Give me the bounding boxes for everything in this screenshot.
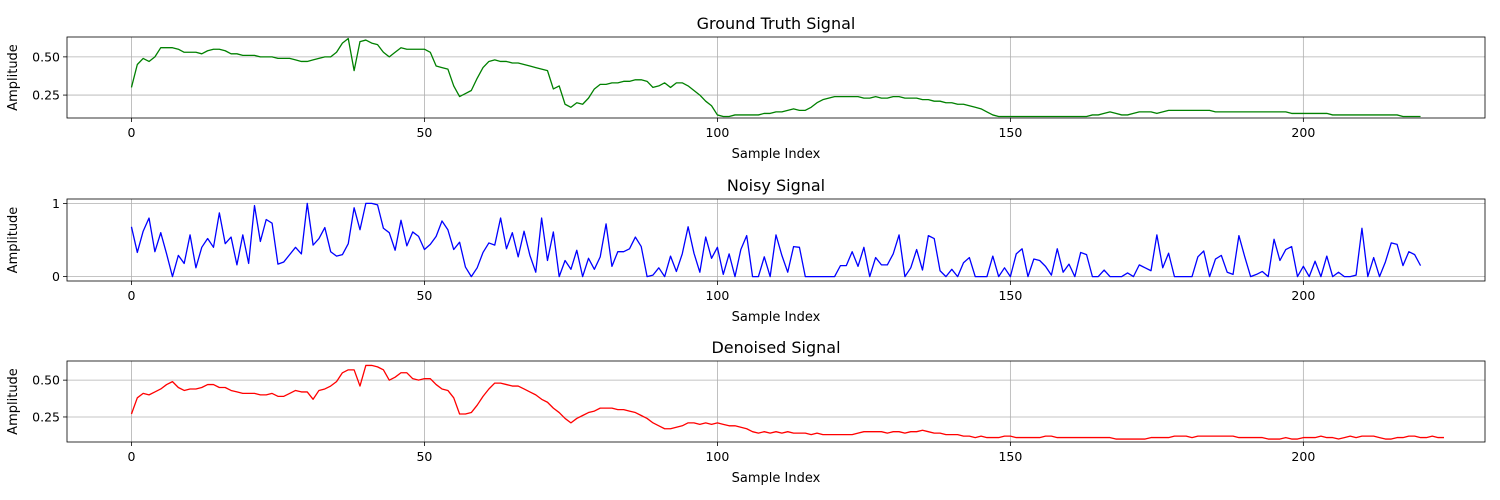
ground-truth-x-tick-label: 200 (1291, 125, 1315, 140)
ground-truth-x-tick-label: 50 (416, 125, 432, 140)
noisy-y-tick-label: 0 (52, 269, 60, 284)
ground-truth-y-tick-label: 0.25 (32, 88, 60, 103)
ground-truth-chart-title: Ground Truth Signal (697, 14, 856, 33)
denoised-axes-frame (66, 360, 1486, 443)
denoised-panel: 0 50 100 150 200 0.25 0.50 Denoised Signal Sampl… (6, 338, 1486, 486)
denoised-signal-line (130, 364, 1444, 440)
noisy-y-axis-label: Amplitude (6, 207, 21, 274)
noisy-x-tick-label: 50 (416, 288, 432, 303)
denoised-x-tick-label: 0 (127, 449, 135, 464)
ground-truth-x-axis-label: Sample Index (732, 147, 821, 162)
noisy-axes-frame (66, 198, 1486, 282)
noisy-x-tick-label: 150 (998, 288, 1022, 303)
noisy-x-tick-label: 200 (1291, 288, 1315, 303)
noisy-signal-line (130, 202, 1422, 278)
ground-truth-panel: 0 50 100 150 200 0.25 0.50 Ground Truth Signal S… (6, 14, 1486, 162)
ground-truth-signal-line (130, 37, 1421, 118)
denoised-chart-title: Denoised Signal (711, 338, 840, 357)
ground-truth-axes-frame (66, 36, 1486, 119)
noisy-x-tick-label: 100 (705, 288, 729, 303)
denoised-x-axis-label: Sample Index (732, 471, 821, 486)
noisy-x-axis-label: Sample Index (732, 310, 821, 325)
ground-truth-y-tick-label: 0.50 (32, 49, 60, 64)
noisy-y-tick-label: 1 (52, 196, 60, 211)
ground-truth-y-axis-label: Amplitude (6, 44, 21, 111)
noisy-x-tick-label: 0 (127, 288, 135, 303)
denoised-x-tick-label: 50 (416, 449, 432, 464)
noisy-panel: 0 50 100 150 200 0 1 Noisy Signal Sample Index Am… (6, 176, 1486, 325)
denoised-y-axis-label: Amplitude (6, 368, 21, 435)
denoised-x-tick-label: 200 (1291, 449, 1315, 464)
ground-truth-x-tick-label: 150 (998, 125, 1022, 140)
ground-truth-x-tick-label: 0 (127, 125, 135, 140)
ground-truth-x-tick-label: 100 (705, 125, 729, 140)
denoised-x-tick-label: 150 (998, 449, 1022, 464)
noisy-chart-title: Noisy Signal (727, 176, 825, 195)
denoised-x-tick-label: 100 (705, 449, 729, 464)
denoised-y-tick-label: 0.25 (32, 409, 60, 424)
denoised-y-tick-label: 0.50 (32, 373, 60, 388)
